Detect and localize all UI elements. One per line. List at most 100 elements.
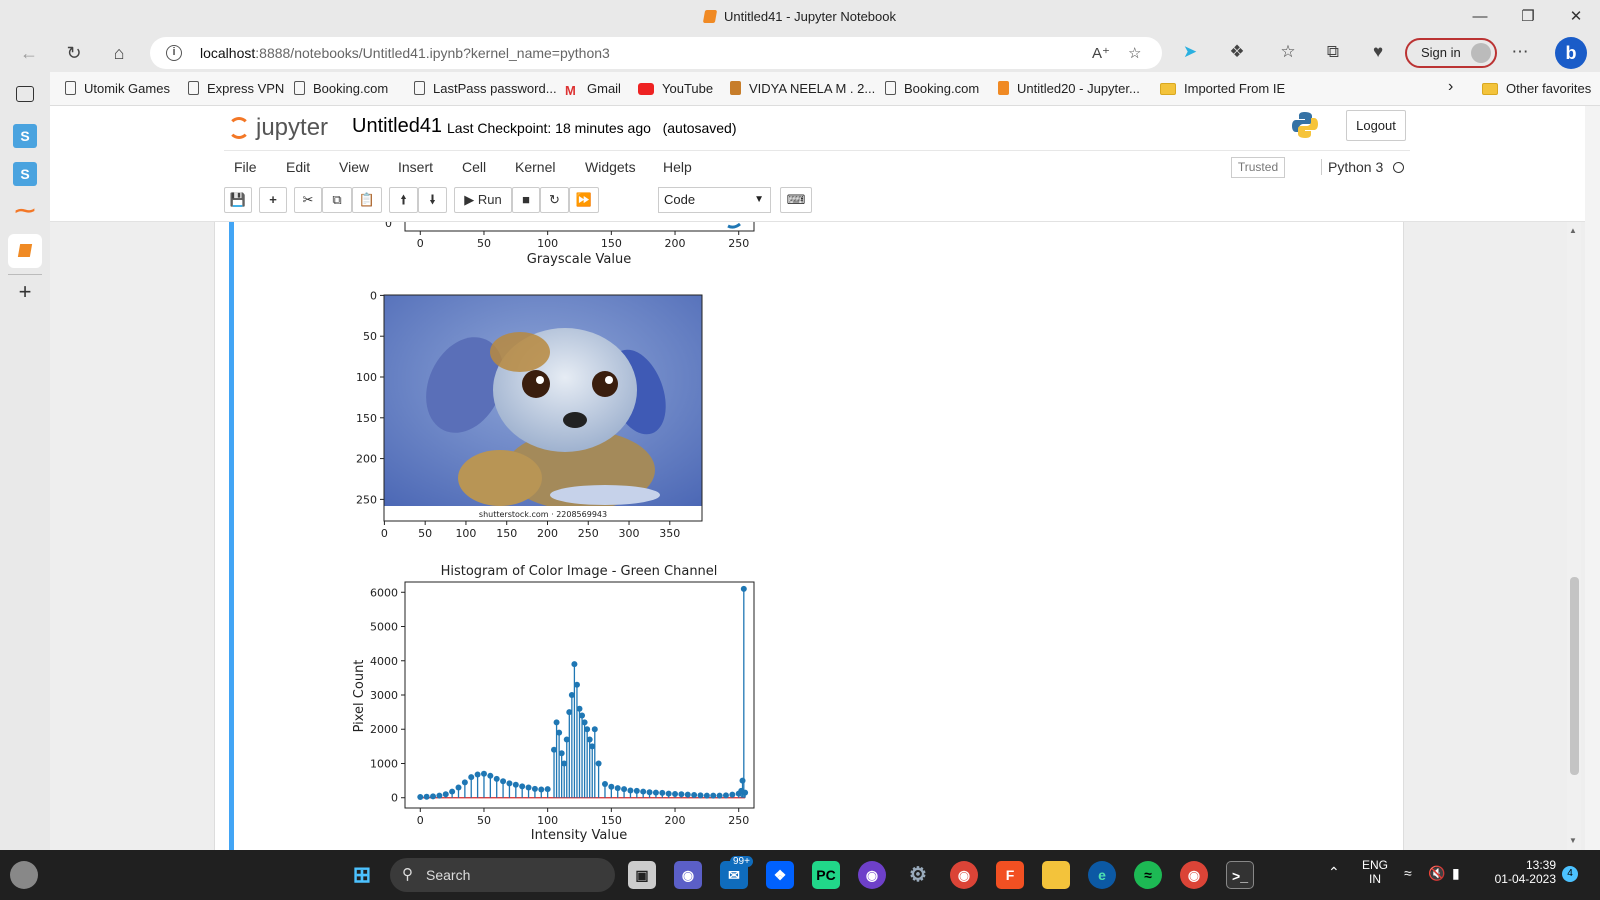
- refresh-icon[interactable]: ↻: [66, 43, 82, 63]
- terminal-icon[interactable]: >_: [1226, 861, 1254, 889]
- sidebar-app-s1-icon[interactable]: S: [13, 124, 37, 148]
- notebook-name[interactable]: Untitled41: [352, 115, 443, 137]
- restart-run-all-icon[interactable]: ⏩: [569, 187, 599, 213]
- scroll-down-icon[interactable]: ▼: [1569, 836, 1577, 845]
- save-icon[interactable]: 💾: [224, 187, 252, 213]
- foxit-icon[interactable]: F: [996, 861, 1024, 889]
- menu-kernel[interactable]: Kernel: [515, 159, 556, 175]
- sign-in-button[interactable]: Sign in: [1405, 38, 1497, 68]
- favorite-expressvpn[interactable]: Express VPN: [188, 81, 284, 96]
- favorite-vidya[interactable]: VIDYA NEELA M . 2...: [730, 81, 875, 96]
- minimize-button[interactable]: —: [1472, 8, 1488, 25]
- favorite-gmail[interactable]: M Gmail: [565, 81, 621, 98]
- tab-actions-icon[interactable]: [16, 86, 34, 102]
- favorite-untitled20[interactable]: Untitled20 - Jupyter...: [998, 81, 1140, 96]
- settings-icon[interactable]: ⚙: [909, 864, 927, 886]
- dropbox-icon[interactable]: ❖: [766, 861, 794, 889]
- histogram-y-tick-1: 1000: [370, 757, 398, 770]
- site-info-icon[interactable]: i: [166, 45, 182, 61]
- histogram-point: [474, 771, 481, 778]
- teams-icon[interactable]: ◉: [674, 861, 702, 889]
- file-explorer-icon[interactable]: [1042, 861, 1070, 889]
- address-bar[interactable]: i localhost:8888/notebooks/Untitled41.ip…: [150, 37, 1162, 69]
- favorites-icon[interactable]: ☆: [1280, 42, 1296, 61]
- histogram-x-ticks: 0 50 100 150 200 250: [417, 808, 749, 827]
- weather-icon[interactable]: [10, 861, 38, 889]
- notification-badge[interactable]: 4: [1562, 866, 1578, 882]
- other-favorites[interactable]: Other favorites: [1482, 81, 1591, 96]
- menu-cell[interactable]: Cell: [462, 159, 487, 175]
- battery-icon[interactable]: ▮: [1452, 865, 1460, 881]
- sidebar-app-s2-icon[interactable]: S: [13, 162, 37, 186]
- collections-icon[interactable]: ⧉: [1326, 42, 1340, 61]
- histogram-point: [722, 792, 729, 799]
- browser-essentials-icon[interactable]: ♥: [1372, 42, 1384, 61]
- extensions-puzzle-icon[interactable]: ❖: [1229, 42, 1245, 61]
- move-up-icon[interactable]: 🠙: [389, 187, 418, 213]
- histogram-x-tick-3: 150: [601, 814, 622, 827]
- menu-insert[interactable]: Insert: [398, 159, 434, 175]
- language-indicator[interactable]: ENG IN: [1362, 858, 1389, 886]
- volume-muted-icon[interactable]: 🔇: [1428, 865, 1446, 881]
- menu-view[interactable]: View: [339, 159, 370, 175]
- add-favorite-icon[interactable]: ☆: [1128, 45, 1142, 62]
- spotify-icon[interactable]: ≈: [1134, 861, 1162, 889]
- clock[interactable]: 13:39 01-04-2023: [1494, 858, 1556, 886]
- image-x-tick-3: 150: [496, 527, 517, 540]
- menu-file[interactable]: File: [234, 159, 257, 175]
- extension-icon[interactable]: ➤: [1182, 42, 1198, 61]
- sidebar-jupyter-icon[interactable]: ⁓: [15, 200, 35, 222]
- cut-icon[interactable]: ✂: [294, 187, 322, 213]
- wifi-icon[interactable]: ≈: [1404, 865, 1412, 881]
- chrome-icon[interactable]: ◉: [950, 861, 978, 889]
- scroll-up-icon[interactable]: ▲: [1569, 226, 1577, 235]
- menu-edit[interactable]: Edit: [286, 159, 311, 175]
- tray-chevron-icon[interactable]: ⌃: [1328, 864, 1340, 880]
- menu-help[interactable]: Help: [663, 159, 692, 175]
- keyboard-icon[interactable]: ⌨: [780, 187, 812, 213]
- notebook-scrollbar[interactable]: ▲ ▼: [1567, 222, 1581, 850]
- scrollbar-thumb[interactable]: [1570, 577, 1579, 775]
- top-x-tick-2: 100: [537, 237, 558, 250]
- pycharm-icon[interactable]: PC: [812, 861, 840, 889]
- chrome-profile-icon[interactable]: ◉: [1180, 861, 1208, 889]
- trusted-badge[interactable]: Trusted: [1231, 157, 1285, 178]
- home-icon[interactable]: ⌂: [113, 43, 125, 63]
- restart-icon[interactable]: ↻: [540, 187, 569, 213]
- favorite-booking-2[interactable]: Booking.com: [885, 81, 979, 96]
- run-button[interactable]: ▶ Run: [454, 187, 512, 213]
- github-icon[interactable]: ◉: [858, 861, 886, 889]
- favorite-lastpass[interactable]: LastPass password...: [414, 81, 557, 96]
- url-text[interactable]: localhost:8888/notebooks/Untitled41.ipyn…: [200, 45, 610, 61]
- interrupt-icon[interactable]: ■: [512, 187, 540, 213]
- histogram-y-tick-3: 3000: [370, 689, 398, 702]
- add-sidebar-icon[interactable]: +: [18, 279, 32, 304]
- kernel-indicator[interactable]: Python 3: [1321, 159, 1405, 175]
- start-icon[interactable]: ⊞: [352, 862, 372, 887]
- task-view-icon[interactable]: ▣: [628, 861, 656, 889]
- more-icon[interactable]: ⋯: [1511, 42, 1529, 61]
- bing-icon[interactable]: b: [1555, 37, 1587, 69]
- top-chart-xlabel: Grayscale Value: [527, 252, 631, 267]
- insert-cell-icon[interactable]: +: [259, 187, 287, 213]
- close-button[interactable]: ✕: [1569, 8, 1583, 25]
- paste-icon[interactable]: 📋: [352, 187, 382, 213]
- favorite-imported-ie[interactable]: Imported From IE: [1160, 81, 1285, 96]
- edge-icon[interactable]: e: [1088, 861, 1116, 889]
- chevron-right-icon[interactable]: ›: [1448, 78, 1454, 95]
- restore-button[interactable]: ❐: [1521, 8, 1535, 25]
- menu-widgets[interactable]: Widgets: [585, 159, 636, 175]
- copy-icon[interactable]: ⧉: [322, 187, 352, 213]
- favorite-booking[interactable]: Booking.com: [294, 81, 388, 96]
- image-x-ticks: 0 50 100 150 200 250 300 350: [381, 521, 680, 540]
- move-down-icon[interactable]: 🠛: [418, 187, 447, 213]
- cell-type-select[interactable]: Code ▼: [658, 187, 771, 213]
- logout-button[interactable]: Logout: [1346, 110, 1406, 141]
- read-aloud-icon[interactable]: A⁺: [1092, 45, 1110, 62]
- back-icon[interactable]: ←: [20, 43, 38, 63]
- sidebar-active-tab[interactable]: [8, 234, 42, 268]
- jupyter-logo[interactable]: jupyter: [228, 114, 328, 142]
- favorite-youtube[interactable]: YouTube: [638, 81, 713, 96]
- favorite-utomik[interactable]: Utomik Games: [65, 81, 170, 96]
- taskbar-search[interactable]: ⚲ Search: [390, 858, 615, 892]
